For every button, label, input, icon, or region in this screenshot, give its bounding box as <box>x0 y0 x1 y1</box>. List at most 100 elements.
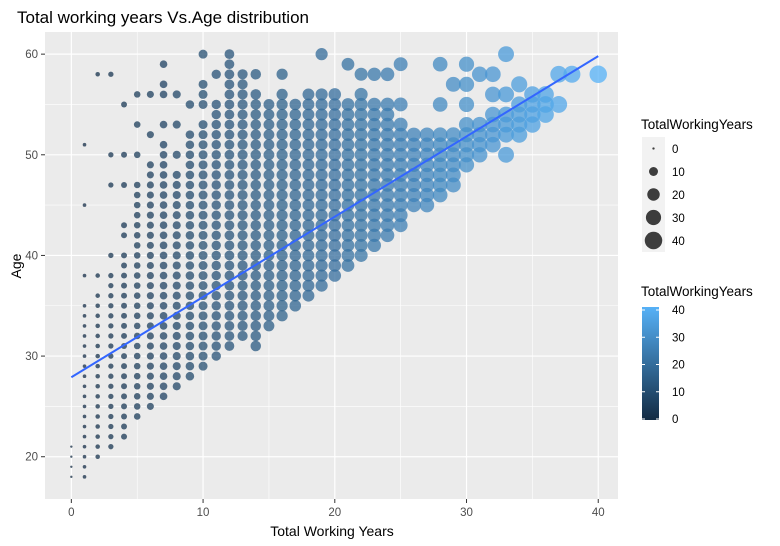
data-point <box>380 127 395 142</box>
data-point <box>380 158 395 172</box>
data-point <box>263 189 275 201</box>
data-point <box>133 232 141 239</box>
data-point <box>146 211 154 219</box>
data-point <box>185 251 195 260</box>
data-point <box>211 220 221 230</box>
data-point <box>82 434 87 439</box>
data-point <box>367 158 381 172</box>
data-point <box>198 170 208 180</box>
data-point <box>198 311 208 321</box>
data-point <box>198 150 208 160</box>
data-point <box>211 351 221 361</box>
data-point <box>250 89 262 100</box>
data-point <box>263 159 275 171</box>
data-point <box>121 282 128 289</box>
data-point <box>250 189 262 201</box>
data-point <box>380 147 395 162</box>
data-point <box>198 89 208 99</box>
data-point <box>237 139 248 150</box>
data-point <box>211 129 221 140</box>
data-point <box>237 290 248 301</box>
data-point <box>250 99 262 110</box>
data-point <box>198 190 208 200</box>
size-legend-label: 20 <box>672 190 685 202</box>
data-point <box>393 188 408 202</box>
data-point <box>211 341 221 351</box>
data-point <box>121 222 128 229</box>
data-point <box>276 280 288 292</box>
data-point <box>276 269 288 282</box>
data-point <box>341 249 355 262</box>
color-legend-title: TotalWorkingYears <box>641 284 753 299</box>
x-tick-label: 0 <box>68 507 74 519</box>
data-point <box>250 240 262 251</box>
data-point <box>302 88 315 101</box>
data-point <box>276 189 288 201</box>
data-point <box>263 310 275 322</box>
data-point <box>354 67 368 81</box>
data-point <box>367 138 381 152</box>
data-point <box>172 321 181 330</box>
data-point <box>146 181 154 189</box>
data-point <box>133 403 141 410</box>
data-point <box>211 140 221 150</box>
data-point <box>146 332 154 340</box>
data-point <box>341 98 355 111</box>
data-point <box>419 137 435 152</box>
data-point <box>302 199 315 212</box>
data-point <box>108 252 114 259</box>
data-point <box>198 200 208 210</box>
data-point <box>315 249 328 262</box>
data-point <box>341 259 355 272</box>
data-point <box>289 159 302 171</box>
data-point <box>263 199 275 211</box>
data-point <box>146 282 154 290</box>
y-tick-label: 30 <box>25 351 38 363</box>
data-point <box>133 322 141 330</box>
data-point <box>458 76 475 92</box>
data-point <box>159 301 168 310</box>
data-point <box>185 291 195 300</box>
data-point <box>133 382 141 390</box>
data-point <box>237 270 248 281</box>
data-point <box>341 208 355 222</box>
data-point <box>224 300 235 311</box>
data-point <box>237 169 248 180</box>
size-legend-label: 40 <box>672 236 685 248</box>
data-point <box>315 138 328 151</box>
data-point <box>419 167 435 183</box>
data-point <box>185 281 195 290</box>
x-axis-title: Total Working Years <box>270 523 393 539</box>
data-point <box>211 109 221 120</box>
data-point <box>185 261 195 270</box>
data-point <box>302 179 315 191</box>
data-point <box>224 230 235 241</box>
data-point <box>211 210 221 220</box>
data-point <box>224 220 235 231</box>
data-point <box>172 341 181 351</box>
data-point <box>224 240 235 251</box>
data-point <box>367 117 381 132</box>
data-point <box>380 228 395 243</box>
data-point <box>133 272 141 279</box>
data-point <box>198 351 208 361</box>
data-point <box>380 208 395 222</box>
data-point <box>328 128 342 141</box>
data-point <box>263 270 275 281</box>
data-point <box>380 137 395 152</box>
data-point <box>82 424 87 429</box>
data-point <box>146 90 154 98</box>
size-legend-swatch <box>645 209 662 226</box>
data-point <box>315 269 328 282</box>
data-point <box>95 404 100 409</box>
data-point <box>289 98 302 111</box>
data-point <box>133 342 141 350</box>
data-point <box>367 107 381 122</box>
colorbar <box>642 307 659 420</box>
data-point <box>315 199 328 212</box>
data-point <box>341 158 355 172</box>
data-point <box>237 210 248 221</box>
data-point <box>146 231 154 239</box>
data-point <box>315 229 328 242</box>
data-point <box>95 394 100 399</box>
